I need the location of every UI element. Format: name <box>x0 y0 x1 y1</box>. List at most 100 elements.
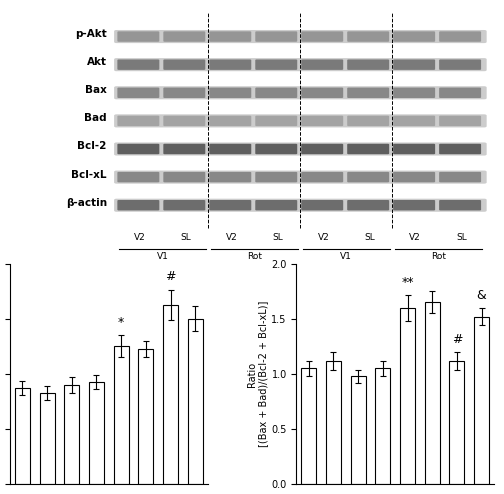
FancyBboxPatch shape <box>114 114 487 127</box>
FancyBboxPatch shape <box>209 144 251 154</box>
Text: **: ** <box>401 276 414 289</box>
FancyBboxPatch shape <box>163 200 205 210</box>
FancyBboxPatch shape <box>117 144 159 154</box>
Bar <box>15 388 30 484</box>
FancyBboxPatch shape <box>117 116 159 126</box>
Bar <box>351 376 365 484</box>
Bar <box>326 361 341 484</box>
Text: Bad: Bad <box>84 113 107 124</box>
FancyBboxPatch shape <box>301 172 343 182</box>
FancyBboxPatch shape <box>347 87 389 98</box>
FancyBboxPatch shape <box>347 31 389 42</box>
Text: Rot: Rot <box>247 252 262 261</box>
Text: Rot: Rot <box>431 252 446 261</box>
FancyBboxPatch shape <box>114 86 487 99</box>
Text: &: & <box>477 289 486 302</box>
FancyBboxPatch shape <box>393 172 435 182</box>
FancyBboxPatch shape <box>439 31 481 42</box>
Text: TMT: TMT <box>336 277 357 287</box>
FancyBboxPatch shape <box>347 144 389 154</box>
FancyBboxPatch shape <box>393 116 435 126</box>
FancyBboxPatch shape <box>439 116 481 126</box>
Text: SL: SL <box>272 233 283 242</box>
Bar <box>188 319 203 484</box>
Text: #: # <box>165 270 176 283</box>
FancyBboxPatch shape <box>393 59 435 70</box>
Text: V1: V1 <box>157 252 168 261</box>
FancyBboxPatch shape <box>209 31 251 42</box>
Bar <box>114 346 129 484</box>
FancyBboxPatch shape <box>347 200 389 210</box>
FancyBboxPatch shape <box>114 199 487 212</box>
FancyBboxPatch shape <box>255 172 297 182</box>
FancyBboxPatch shape <box>301 31 343 42</box>
Text: *: * <box>118 316 124 329</box>
Text: SL: SL <box>364 233 374 242</box>
FancyBboxPatch shape <box>117 200 159 210</box>
Y-axis label: Ratio
[(Bax + Bad)/(Bcl-2 + Bcl-xL)]: Ratio [(Bax + Bad)/(Bcl-2 + Bcl-xL)] <box>247 301 269 447</box>
Text: Akt: Akt <box>87 57 107 67</box>
Bar <box>450 361 464 484</box>
FancyBboxPatch shape <box>117 87 159 98</box>
FancyBboxPatch shape <box>117 31 159 42</box>
FancyBboxPatch shape <box>347 116 389 126</box>
FancyBboxPatch shape <box>393 144 435 154</box>
Text: SL: SL <box>456 233 467 242</box>
FancyBboxPatch shape <box>439 144 481 154</box>
FancyBboxPatch shape <box>209 59 251 70</box>
FancyBboxPatch shape <box>163 31 205 42</box>
FancyBboxPatch shape <box>163 116 205 126</box>
FancyBboxPatch shape <box>114 142 487 156</box>
Text: V2: V2 <box>409 233 421 242</box>
FancyBboxPatch shape <box>347 59 389 70</box>
FancyBboxPatch shape <box>255 144 297 154</box>
FancyBboxPatch shape <box>255 31 297 42</box>
FancyBboxPatch shape <box>301 144 343 154</box>
FancyBboxPatch shape <box>301 87 343 98</box>
FancyBboxPatch shape <box>347 172 389 182</box>
Text: SL: SL <box>180 233 191 242</box>
Text: V2: V2 <box>134 233 145 242</box>
FancyBboxPatch shape <box>439 172 481 182</box>
FancyBboxPatch shape <box>209 200 251 210</box>
FancyBboxPatch shape <box>301 59 343 70</box>
Bar <box>65 385 79 484</box>
FancyBboxPatch shape <box>117 172 159 182</box>
FancyBboxPatch shape <box>209 87 251 98</box>
Text: p-Akt: p-Akt <box>75 29 107 39</box>
Text: V2: V2 <box>318 233 329 242</box>
Bar <box>139 349 153 484</box>
Bar <box>425 302 439 484</box>
FancyBboxPatch shape <box>255 87 297 98</box>
Text: V2: V2 <box>226 233 237 242</box>
FancyBboxPatch shape <box>393 200 435 210</box>
FancyBboxPatch shape <box>255 116 297 126</box>
Text: β-actin: β-actin <box>66 198 107 207</box>
Text: Bcl-xL: Bcl-xL <box>72 169 107 180</box>
Text: Bax: Bax <box>85 85 107 95</box>
FancyBboxPatch shape <box>393 31 435 42</box>
FancyBboxPatch shape <box>439 87 481 98</box>
FancyBboxPatch shape <box>255 59 297 70</box>
Bar <box>89 382 104 484</box>
Bar <box>163 305 178 484</box>
FancyBboxPatch shape <box>255 200 297 210</box>
FancyBboxPatch shape <box>163 144 205 154</box>
FancyBboxPatch shape <box>163 172 205 182</box>
Text: Sal: Sal <box>155 277 170 287</box>
FancyBboxPatch shape <box>163 87 205 98</box>
Text: Bcl-2: Bcl-2 <box>78 141 107 152</box>
FancyBboxPatch shape <box>301 116 343 126</box>
FancyBboxPatch shape <box>163 59 205 70</box>
Text: #: # <box>452 333 462 346</box>
FancyBboxPatch shape <box>301 200 343 210</box>
Bar <box>400 308 415 484</box>
Bar <box>375 369 390 484</box>
Bar <box>474 317 489 484</box>
Text: V1: V1 <box>340 252 352 261</box>
FancyBboxPatch shape <box>439 59 481 70</box>
FancyBboxPatch shape <box>439 200 481 210</box>
FancyBboxPatch shape <box>209 172 251 182</box>
FancyBboxPatch shape <box>114 58 487 71</box>
FancyBboxPatch shape <box>114 170 487 184</box>
